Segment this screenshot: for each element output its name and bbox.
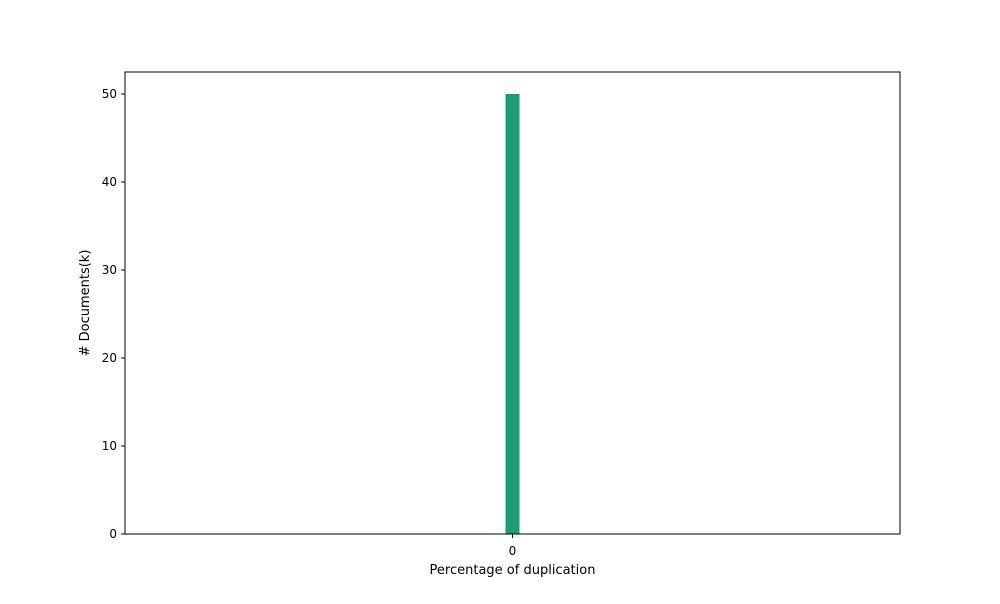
x-axis-label: Percentage of duplication [430,563,596,578]
y-tick-label: 20 [102,351,117,365]
x-tick-label: 0 [509,544,517,558]
y-tick-label: 30 [102,263,117,277]
y-axis-label: # Documents(k) [78,250,93,357]
y-tick-label: 0 [109,527,117,541]
y-tick-label: 50 [102,87,117,101]
x-axis: 0 [509,534,517,558]
y-tick-label: 40 [102,175,117,189]
plot-layer [505,94,520,534]
y-tick-label: 10 [102,439,117,453]
y-axis: 0 10 20 30 40 50 [102,87,125,541]
bar-0 [505,94,520,534]
